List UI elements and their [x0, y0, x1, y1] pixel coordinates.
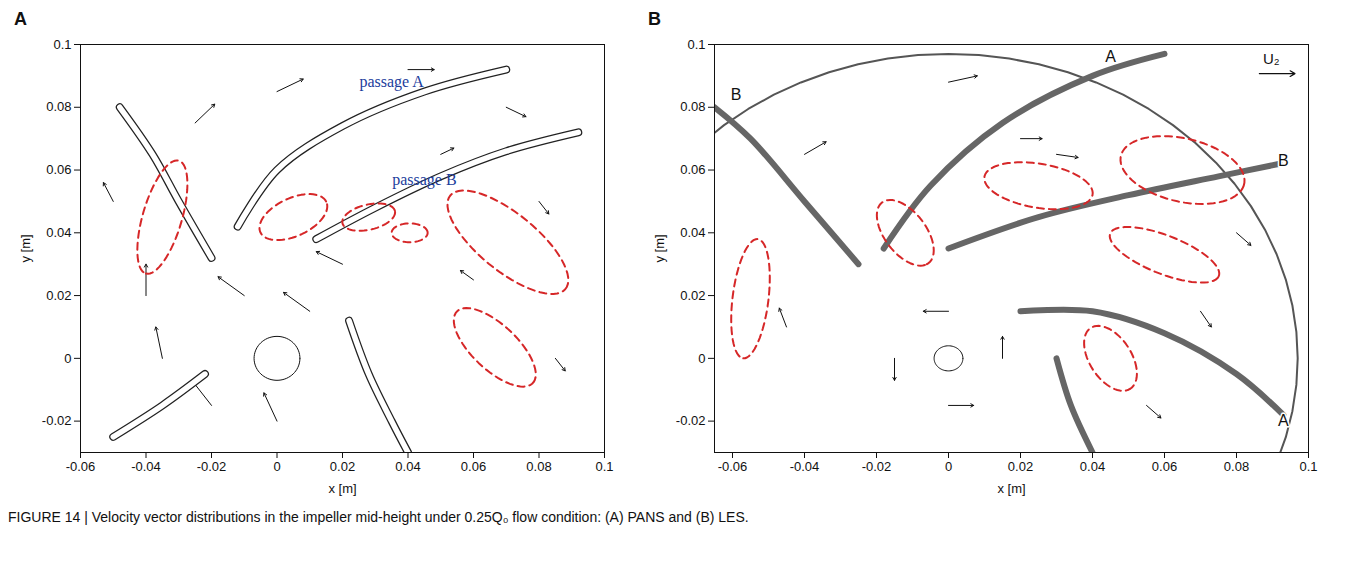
svg-text:-0.02: -0.02 — [197, 459, 227, 474]
svg-text:0.04: 0.04 — [395, 459, 420, 474]
svg-text:0.02: 0.02 — [330, 459, 355, 474]
svg-text:0.1: 0.1 — [595, 459, 613, 474]
svg-text:0.04: 0.04 — [680, 225, 705, 240]
html-text:FIGURE 14 | Velocity vector di: FIGURE 14 | Velocity vector distribution… — [8, 509, 749, 525]
svg-text:0: 0 — [64, 351, 71, 366]
svg-text:0.02: 0.02 — [1008, 459, 1033, 474]
svg-text:y [m]: y [m] — [652, 234, 667, 262]
svg-text:-0.02: -0.02 — [676, 413, 706, 428]
svg-text:0.04: 0.04 — [1080, 459, 1105, 474]
svg-text:0.1: 0.1 — [1299, 459, 1317, 474]
svg-text:0.06: 0.06 — [461, 459, 486, 474]
svg-text:-0.04: -0.04 — [131, 459, 161, 474]
svg-text:-0.02: -0.02 — [42, 413, 72, 428]
svg-text:0.06: 0.06 — [46, 162, 71, 177]
svg-text:y [m]: y [m] — [18, 234, 33, 262]
html-text:B: B — [648, 9, 661, 29]
svg-text:-0.06: -0.06 — [66, 459, 96, 474]
svg-text:x [m]: x [m] — [328, 481, 356, 496]
svg-text:0.08: 0.08 — [46, 99, 71, 114]
html-text:A: A — [14, 9, 27, 29]
svg-text:0.08: 0.08 — [526, 459, 551, 474]
svg-text:0: 0 — [698, 351, 705, 366]
svg-text:0.06: 0.06 — [680, 162, 705, 177]
svg-text:0.02: 0.02 — [680, 288, 705, 303]
svg-text:-0.04: -0.04 — [790, 459, 820, 474]
svg-text:x [m]: x [m] — [997, 481, 1025, 496]
svg-text:0.02: 0.02 — [46, 288, 71, 303]
svg-text:A: A — [1278, 412, 1289, 429]
svg-text:0: 0 — [273, 459, 280, 474]
svg-text:0.08: 0.08 — [680, 99, 705, 114]
svg-text:0: 0 — [945, 459, 952, 474]
svg-text:0.06: 0.06 — [1152, 459, 1177, 474]
svg-text:A: A — [1105, 48, 1116, 65]
svg-text:passage B: passage B — [392, 171, 456, 189]
svg-text:-0.06: -0.06 — [718, 459, 748, 474]
svg-text:0.1: 0.1 — [687, 37, 705, 52]
svg-text:B: B — [1278, 152, 1289, 169]
svg-text:B: B — [731, 86, 742, 103]
svg-text:0.04: 0.04 — [46, 225, 71, 240]
svg-text:0.08: 0.08 — [1224, 459, 1249, 474]
svg-text:-0.02: -0.02 — [862, 459, 892, 474]
svg-text:U₂: U₂ — [1263, 50, 1280, 67]
svg-text:passage A: passage A — [359, 73, 424, 91]
svg-text:0.1: 0.1 — [53, 37, 71, 52]
